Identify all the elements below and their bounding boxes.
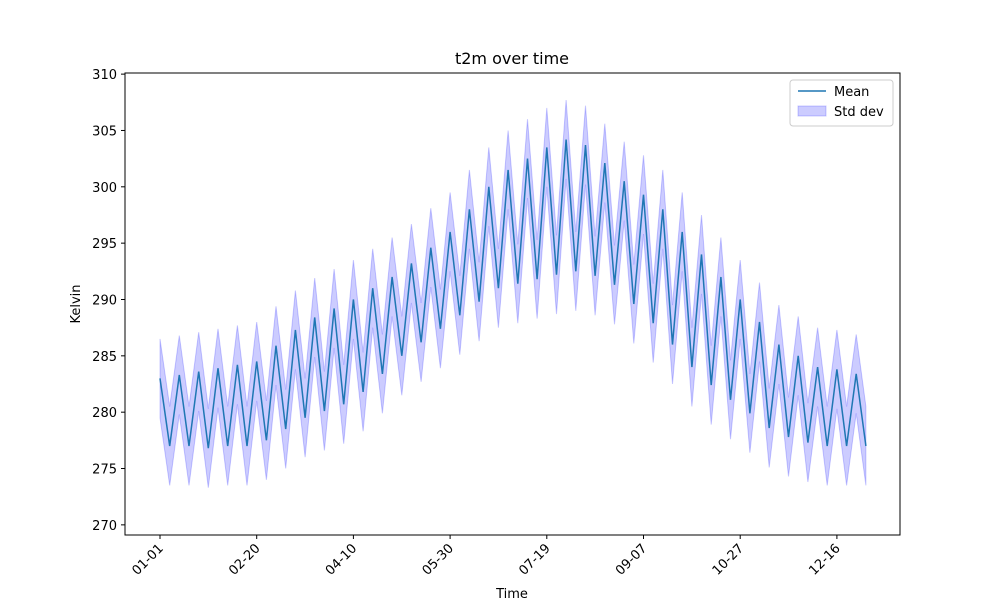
y-axis-label: Kelvin bbox=[69, 284, 84, 323]
y-tick-label: 280 bbox=[92, 406, 117, 421]
legend-patch bbox=[797, 105, 827, 117]
std-band bbox=[159, 99, 867, 488]
mean-line bbox=[159, 139, 867, 449]
legend-label: Std dev bbox=[834, 105, 884, 120]
y-tick-label: 295 bbox=[92, 237, 117, 252]
legend-label: Mean bbox=[834, 85, 869, 100]
y-tick-label: 275 bbox=[92, 463, 117, 478]
axes-frame bbox=[124, 72, 901, 536]
chart-title: t2m over time bbox=[455, 49, 569, 68]
y-tick-label: 305 bbox=[92, 124, 117, 139]
y-tick-label: 300 bbox=[92, 181, 117, 196]
y-tick-label: 290 bbox=[92, 293, 117, 308]
y-tick-label: 270 bbox=[92, 519, 117, 534]
y-tick-label: 285 bbox=[92, 350, 117, 365]
x-axis-label: Time bbox=[495, 587, 528, 600]
y-tick-label: 310 bbox=[92, 68, 117, 83]
